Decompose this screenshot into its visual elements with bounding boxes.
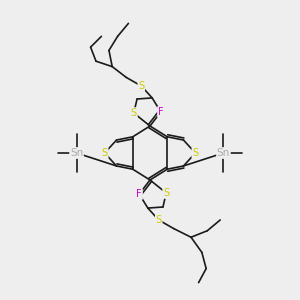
Text: S: S [102, 148, 108, 158]
Text: S: S [163, 188, 169, 198]
Text: F: F [158, 107, 164, 117]
Text: S: S [138, 81, 144, 91]
Text: S: S [138, 81, 144, 91]
Text: S: S [156, 215, 162, 225]
Text: S: S [156, 215, 162, 225]
Text: S: S [102, 148, 108, 158]
Text: F: F [136, 189, 142, 199]
Text: Sn: Sn [70, 148, 83, 158]
Text: Sn: Sn [217, 148, 230, 158]
Text: F: F [158, 107, 164, 117]
Text: F: F [136, 189, 142, 199]
Text: S: S [131, 108, 137, 118]
Text: Sn: Sn [217, 148, 230, 158]
Text: S: S [163, 188, 169, 198]
Text: Sn: Sn [70, 148, 83, 158]
Text: S: S [192, 148, 198, 158]
Text: S: S [131, 108, 137, 118]
Text: S: S [192, 148, 198, 158]
